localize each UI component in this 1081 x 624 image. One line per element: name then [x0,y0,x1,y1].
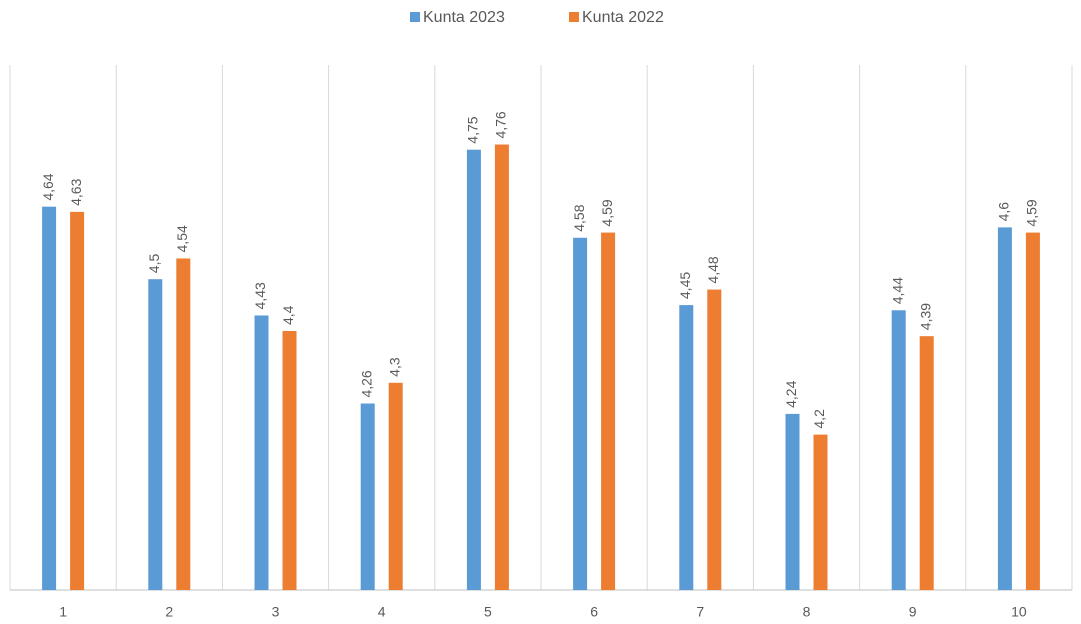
x-tick-label: 3 [272,604,280,620]
data-label: 4,63 [68,178,84,205]
legend-label: Kunta 2022 [582,9,664,26]
bar [997,227,1012,590]
data-label: 4,4 [280,305,296,325]
data-label: 4,64 [40,173,56,200]
data-label: 4,24 [783,380,799,407]
data-label: 4,75 [465,116,481,143]
legend-swatch [569,12,579,22]
x-tick-label: 9 [909,604,917,620]
data-label: 4,26 [358,370,374,397]
bar [388,382,403,590]
bar [70,211,85,591]
x-tick-label: 8 [803,604,811,620]
x-tick-label: 7 [696,604,704,620]
legend-swatch [410,12,420,22]
bar [176,258,191,590]
legend-label: Kunta 2023 [423,9,505,26]
bar [466,149,481,590]
bar [254,315,269,590]
data-label: 4,45 [677,272,693,299]
data-label: 4,2 [811,409,827,429]
data-label: 4,58 [571,204,587,231]
bar [573,237,588,590]
x-tick-label: 10 [1011,604,1027,620]
x-tick-label: 4 [378,604,386,620]
x-tick-label: 5 [484,604,492,620]
data-label: 4,5 [146,254,162,274]
data-label: 4,59 [599,199,615,226]
data-label: 4,39 [917,303,933,330]
bar [42,206,57,590]
x-tick-label: 2 [165,604,173,620]
data-label: 4,76 [493,111,509,138]
data-label: 4,43 [252,282,268,309]
bar [1025,232,1040,590]
bar [707,289,722,590]
data-label: 4,54 [174,225,190,252]
bar [360,403,375,590]
bar [919,336,934,590]
data-label: 4,48 [705,256,721,283]
data-label: 4,3 [386,357,402,377]
bar [813,434,828,590]
data-label: 4,44 [889,277,905,304]
bar [148,279,163,590]
bar [494,144,509,590]
bar [785,413,800,590]
bar [891,310,906,590]
x-tick-label: 1 [59,604,67,620]
bar [679,305,694,590]
data-label: 4,6 [996,202,1012,222]
bar [601,232,616,590]
bar [282,331,297,590]
data-label: 4,59 [1024,199,1040,226]
x-tick-label: 6 [590,604,598,620]
